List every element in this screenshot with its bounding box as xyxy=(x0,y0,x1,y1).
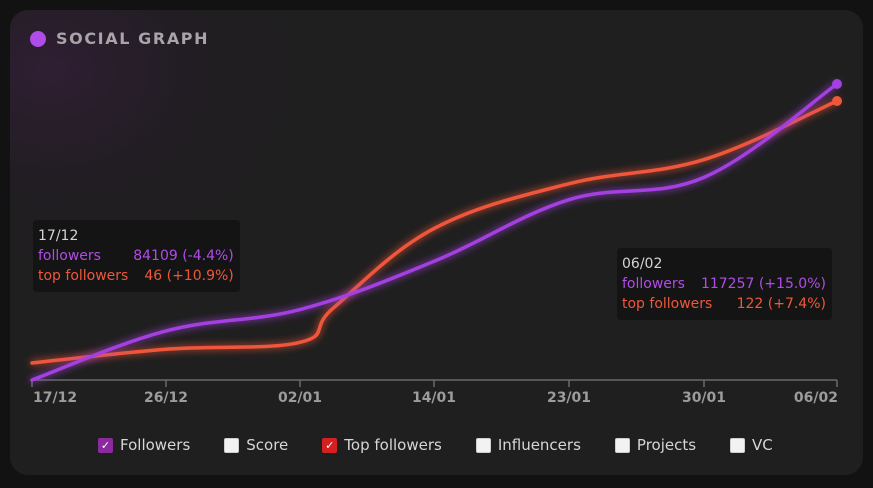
title-row: SOCIAL GRAPH xyxy=(30,29,209,48)
checkbox-influencers[interactable] xyxy=(475,437,491,453)
tooltip-date: 06/02 xyxy=(622,256,663,272)
legend-projects-toggle[interactable]: Projects xyxy=(614,436,697,454)
x-tick-label: 26/12 xyxy=(144,390,188,406)
checkbox-score[interactable] xyxy=(224,437,240,453)
tooltip-top-followers-value: 122 (+7.4%) xyxy=(736,296,826,312)
legend-influencers-toggle[interactable]: Influencers xyxy=(475,436,581,454)
tooltip-top-followers-label: top followers xyxy=(622,296,713,312)
legend-label-vc: VC xyxy=(752,436,773,454)
legend-top-followers-toggle[interactable]: ✓ Top followers xyxy=(322,436,442,454)
tooltip-followers-value: 84109 (-4.4%) xyxy=(133,248,234,264)
x-tick-label: 14/01 xyxy=(412,390,456,406)
legend-label-score: Score xyxy=(246,436,289,454)
checkbox-top-followers[interactable]: ✓ xyxy=(322,437,338,453)
checkbox-vc[interactable] xyxy=(730,437,746,453)
legend-label-followers: Followers xyxy=(120,436,191,454)
social-graph-chart[interactable]: 17/12 26/12 02/01 14/01 23/01 30/01 06/02 xyxy=(10,10,863,475)
title-dot-icon xyxy=(30,30,46,47)
tooltip-end: 06/02 followers 117257 (+15.0%) top foll… xyxy=(617,248,832,320)
x-tick-label: 23/01 xyxy=(547,390,591,406)
followers-line[interactable] xyxy=(30,82,839,382)
top-followers-line[interactable] xyxy=(30,99,839,365)
card-title: SOCIAL GRAPH xyxy=(56,29,210,48)
tooltip-followers-label: followers xyxy=(622,276,685,292)
tooltip-date: 17/12 xyxy=(38,228,79,244)
legend-vc-toggle[interactable]: VC xyxy=(730,436,773,454)
legend-label-projects: Projects xyxy=(636,436,697,454)
legend-followers-toggle[interactable]: ✓ Followers xyxy=(98,436,190,454)
tooltip-followers-label: followers xyxy=(38,248,101,264)
x-tick-label: 02/01 xyxy=(278,390,322,406)
legend-score-toggle[interactable]: Score xyxy=(224,436,288,454)
x-tick-label: 06/02 xyxy=(794,390,838,406)
legend-label-top-followers: Top followers xyxy=(344,436,442,454)
checkbox-projects[interactable] xyxy=(614,437,630,453)
followers-end-point[interactable] xyxy=(832,79,842,89)
checkbox-followers[interactable]: ✓ xyxy=(98,437,113,453)
social-graph-card: SOCIAL GRAPH 17/12 26/12 02/01 14/01 23/01 30… xyxy=(10,10,863,475)
x-tick-label: 30/01 xyxy=(682,390,726,406)
legend-label-influencers: Influencers xyxy=(497,436,581,454)
tooltip-top-followers-label: top followers xyxy=(38,268,129,284)
top-followers-end-point[interactable] xyxy=(832,96,842,106)
tooltip-top-followers-value: 46 (+10.9%) xyxy=(144,268,234,284)
tooltip-start: 17/12 followers 84109 (-4.4%) top follow… xyxy=(33,220,240,292)
series-legend: ✓ Followers Score ✓ Top followers Influe… xyxy=(98,436,807,454)
x-tick-label: 17/12 xyxy=(33,390,77,406)
tooltip-followers-value: 117257 (+15.0%) xyxy=(700,276,826,292)
